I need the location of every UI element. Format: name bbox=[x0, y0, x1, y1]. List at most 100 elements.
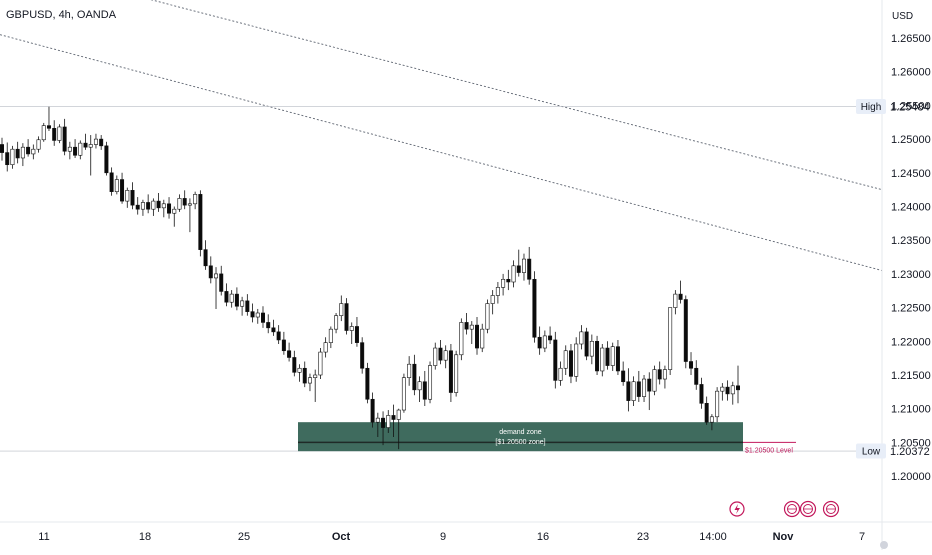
candle[interactable] bbox=[297, 364, 302, 382]
candle[interactable] bbox=[5, 142, 10, 172]
candle[interactable] bbox=[574, 337, 579, 382]
candle[interactable] bbox=[516, 249, 521, 277]
candle[interactable] bbox=[537, 326, 542, 355]
candle[interactable] bbox=[699, 377, 704, 409]
candle[interactable] bbox=[548, 326, 553, 344]
candle[interactable] bbox=[709, 414, 714, 431]
candle[interactable] bbox=[276, 325, 281, 344]
candle[interactable] bbox=[433, 342, 438, 370]
candle[interactable] bbox=[673, 290, 678, 315]
candle[interactable] bbox=[360, 337, 365, 374]
candle[interactable] bbox=[125, 187, 130, 208]
candle[interactable] bbox=[266, 314, 271, 334]
candle[interactable] bbox=[187, 198, 192, 233]
candle[interactable] bbox=[99, 135, 104, 150]
candle[interactable] bbox=[0, 137, 4, 161]
candle[interactable] bbox=[715, 387, 720, 423]
candle[interactable] bbox=[704, 396, 709, 425]
candle[interactable] bbox=[407, 356, 412, 386]
candle[interactable] bbox=[730, 381, 735, 405]
settings-gear-icon[interactable] bbox=[880, 541, 888, 549]
candle[interactable] bbox=[511, 260, 516, 288]
candle[interactable] bbox=[203, 240, 208, 270]
candle[interactable] bbox=[260, 306, 265, 328]
candle[interactable] bbox=[334, 312, 339, 334]
candle[interactable] bbox=[725, 380, 730, 401]
candle[interactable] bbox=[678, 280, 683, 304]
candle[interactable] bbox=[20, 143, 25, 167]
candle[interactable] bbox=[454, 350, 459, 397]
candle[interactable] bbox=[62, 118, 67, 156]
candle[interactable] bbox=[475, 317, 480, 355]
candle[interactable] bbox=[386, 410, 391, 433]
candle[interactable] bbox=[287, 342, 292, 362]
candle[interactable] bbox=[683, 295, 688, 369]
candle[interactable] bbox=[161, 199, 166, 218]
candle[interactable] bbox=[120, 172, 125, 204]
candle[interactable] bbox=[615, 339, 620, 375]
candle[interactable] bbox=[328, 326, 333, 349]
trendline[interactable] bbox=[0, 34, 883, 271]
candle[interactable] bbox=[130, 182, 135, 210]
candle[interactable] bbox=[73, 139, 78, 158]
candle[interactable] bbox=[448, 343, 453, 402]
candle[interactable] bbox=[438, 339, 443, 365]
candle[interactable] bbox=[208, 256, 213, 284]
candle[interactable] bbox=[381, 411, 386, 446]
candle[interactable] bbox=[469, 321, 474, 344]
candle[interactable] bbox=[219, 265, 224, 296]
candle[interactable] bbox=[250, 303, 255, 323]
candle[interactable] bbox=[626, 368, 631, 412]
candle[interactable] bbox=[506, 269, 511, 291]
candle[interactable] bbox=[642, 375, 647, 402]
candle[interactable] bbox=[527, 246, 532, 285]
candle[interactable] bbox=[584, 327, 589, 361]
candle[interactable] bbox=[344, 298, 349, 335]
candle[interactable] bbox=[214, 267, 219, 309]
candle[interactable] bbox=[10, 145, 15, 169]
candle[interactable] bbox=[605, 341, 610, 370]
candle[interactable] bbox=[495, 281, 500, 304]
candle[interactable] bbox=[375, 412, 380, 438]
candle[interactable] bbox=[621, 361, 626, 386]
candle[interactable] bbox=[313, 369, 318, 402]
candle[interactable] bbox=[57, 124, 62, 144]
candle[interactable] bbox=[146, 194, 151, 214]
candle[interactable] bbox=[553, 331, 558, 389]
candle[interactable] bbox=[464, 312, 469, 335]
candle[interactable] bbox=[422, 370, 427, 407]
candle[interactable] bbox=[391, 404, 396, 438]
economic-event-icon[interactable] bbox=[799, 500, 817, 518]
candle[interactable] bbox=[631, 376, 636, 407]
candle[interactable] bbox=[193, 191, 198, 210]
candle[interactable] bbox=[307, 373, 312, 392]
candle[interactable] bbox=[31, 144, 36, 160]
candle[interactable] bbox=[114, 175, 119, 195]
candle[interactable] bbox=[245, 294, 250, 316]
economic-event-icon[interactable] bbox=[783, 500, 801, 518]
candle[interactable] bbox=[339, 295, 344, 322]
candle[interactable] bbox=[198, 190, 203, 257]
candle[interactable] bbox=[167, 197, 172, 219]
candle[interactable] bbox=[647, 372, 652, 411]
candle[interactable] bbox=[224, 283, 229, 307]
candle[interactable] bbox=[318, 348, 323, 380]
candle[interactable] bbox=[480, 323, 485, 353]
candle[interactable] bbox=[15, 141, 20, 164]
candle[interactable] bbox=[579, 325, 584, 350]
economic-event-icon[interactable] bbox=[822, 500, 840, 518]
candle[interactable] bbox=[532, 271, 537, 343]
candle[interactable] bbox=[172, 206, 177, 227]
candle[interactable] bbox=[568, 343, 573, 384]
candle[interactable] bbox=[595, 335, 600, 375]
candle[interactable] bbox=[736, 365, 740, 404]
candle[interactable] bbox=[67, 141, 72, 160]
candle[interactable] bbox=[401, 373, 406, 413]
candle[interactable] bbox=[443, 345, 448, 369]
candle[interactable] bbox=[93, 133, 98, 149]
candle[interactable] bbox=[542, 330, 547, 353]
candle[interactable] bbox=[589, 334, 594, 365]
candle[interactable] bbox=[41, 122, 46, 142]
